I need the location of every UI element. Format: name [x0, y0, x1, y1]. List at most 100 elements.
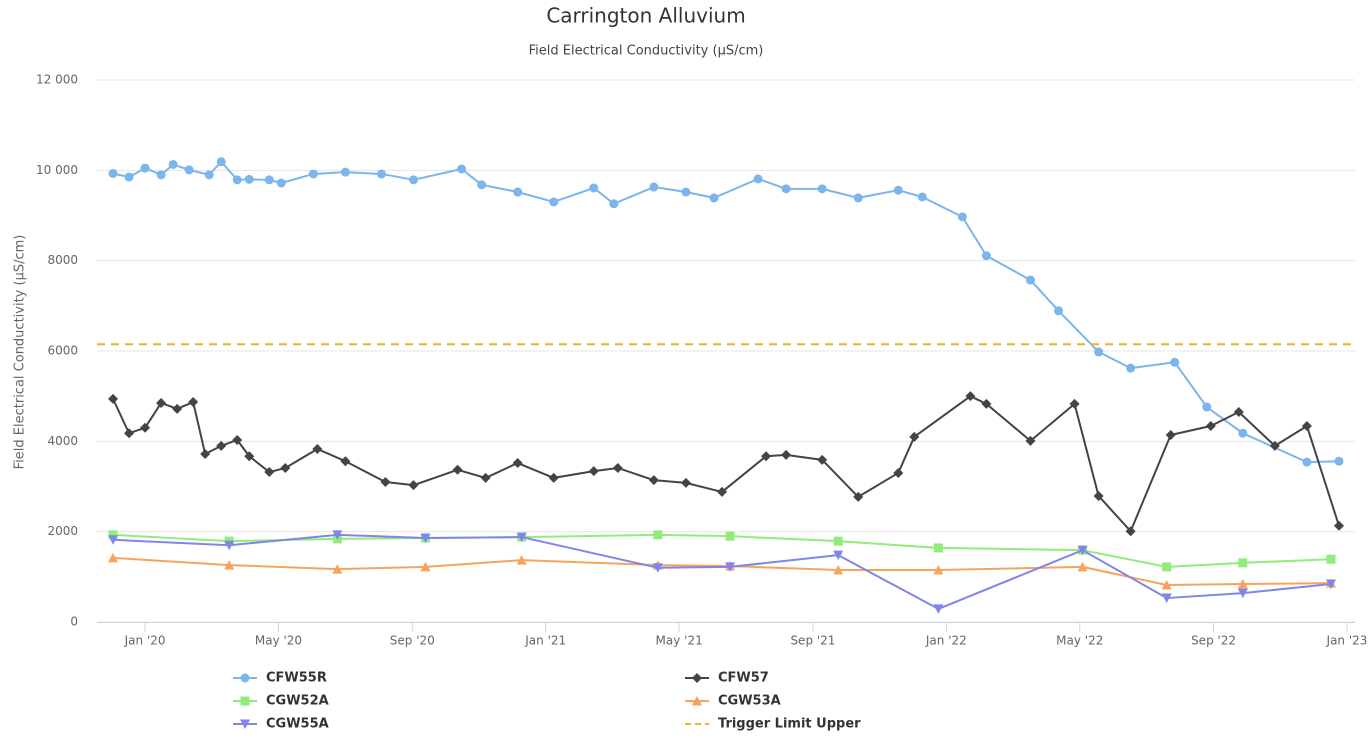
point — [380, 476, 391, 487]
point — [612, 462, 623, 473]
point — [853, 193, 863, 203]
point — [264, 467, 275, 478]
point — [264, 175, 274, 185]
point — [609, 199, 619, 209]
point — [692, 696, 702, 706]
point — [124, 428, 135, 439]
point — [332, 530, 343, 540]
point — [1093, 490, 1104, 501]
point — [833, 565, 844, 575]
point — [172, 403, 183, 414]
point — [108, 530, 118, 540]
point — [188, 397, 199, 408]
point — [725, 562, 736, 572]
x-tick-label: Jan '20 — [124, 634, 166, 648]
point — [244, 174, 254, 184]
point — [480, 472, 491, 483]
y-tick-label: 10 000 — [36, 163, 78, 177]
point — [204, 170, 214, 180]
point — [516, 555, 527, 565]
legend-label: CGW53A — [718, 694, 781, 709]
point — [216, 157, 226, 167]
series-line — [112, 160, 1339, 464]
point — [452, 464, 463, 475]
point — [420, 561, 431, 572]
point — [1125, 526, 1136, 537]
point — [376, 169, 386, 179]
point — [981, 251, 991, 261]
chart-title: Carrington Alluvium — [546, 4, 745, 28]
point — [933, 565, 944, 575]
point — [224, 560, 235, 570]
x-tick-label: Jan '22 — [925, 634, 967, 648]
point — [140, 163, 150, 173]
point — [981, 398, 992, 409]
point — [933, 604, 944, 614]
point — [108, 168, 118, 178]
point — [680, 477, 691, 488]
y-tick-label: 2000 — [47, 524, 78, 538]
point — [280, 462, 291, 473]
point — [408, 480, 419, 491]
point — [833, 536, 843, 546]
point — [312, 444, 323, 455]
legend-label: CFW55R — [266, 671, 327, 686]
point — [893, 185, 903, 195]
series-line — [112, 395, 1340, 533]
y-tick-label: 12 000 — [36, 73, 78, 87]
point — [232, 175, 242, 185]
point — [917, 192, 927, 202]
point — [108, 552, 119, 563]
point — [1301, 420, 1312, 431]
point — [240, 719, 250, 729]
point — [1238, 428, 1248, 438]
x-tick-label: May '21 — [656, 634, 703, 648]
point — [781, 184, 791, 194]
point — [1325, 579, 1336, 590]
point — [1238, 558, 1248, 568]
point — [761, 451, 772, 462]
point — [340, 167, 350, 177]
point — [781, 449, 792, 460]
point — [817, 184, 827, 194]
point — [140, 422, 151, 433]
point — [200, 448, 211, 459]
point — [965, 391, 976, 402]
point — [1237, 588, 1248, 599]
y-tick-label: 4000 — [47, 434, 78, 448]
point — [513, 187, 523, 197]
point — [833, 550, 844, 561]
point — [817, 454, 828, 465]
legend-label: Trigger Limit Upper — [718, 717, 861, 732]
point — [224, 540, 235, 551]
point — [340, 456, 351, 467]
point — [753, 174, 763, 184]
point — [853, 491, 864, 502]
point — [108, 535, 119, 545]
point — [725, 531, 735, 541]
point — [648, 475, 659, 486]
series-line — [112, 556, 1331, 586]
point — [649, 182, 659, 192]
point — [512, 458, 523, 469]
y-tick-label: 0 — [70, 615, 78, 629]
point — [168, 159, 178, 169]
point — [1077, 545, 1088, 556]
point — [240, 673, 250, 683]
legend-label: CGW52A — [266, 694, 329, 709]
point — [589, 183, 599, 193]
point — [1025, 275, 1035, 285]
point — [1269, 440, 1280, 451]
point — [893, 467, 904, 478]
point — [1162, 562, 1172, 572]
point — [108, 393, 119, 404]
point — [1094, 347, 1104, 357]
point — [1233, 406, 1244, 417]
point — [709, 193, 719, 203]
legend-label: CGW55A — [266, 717, 329, 732]
point — [124, 172, 134, 182]
point — [1170, 357, 1180, 367]
point — [477, 180, 487, 190]
x-tick-label: May '22 — [1056, 634, 1103, 648]
